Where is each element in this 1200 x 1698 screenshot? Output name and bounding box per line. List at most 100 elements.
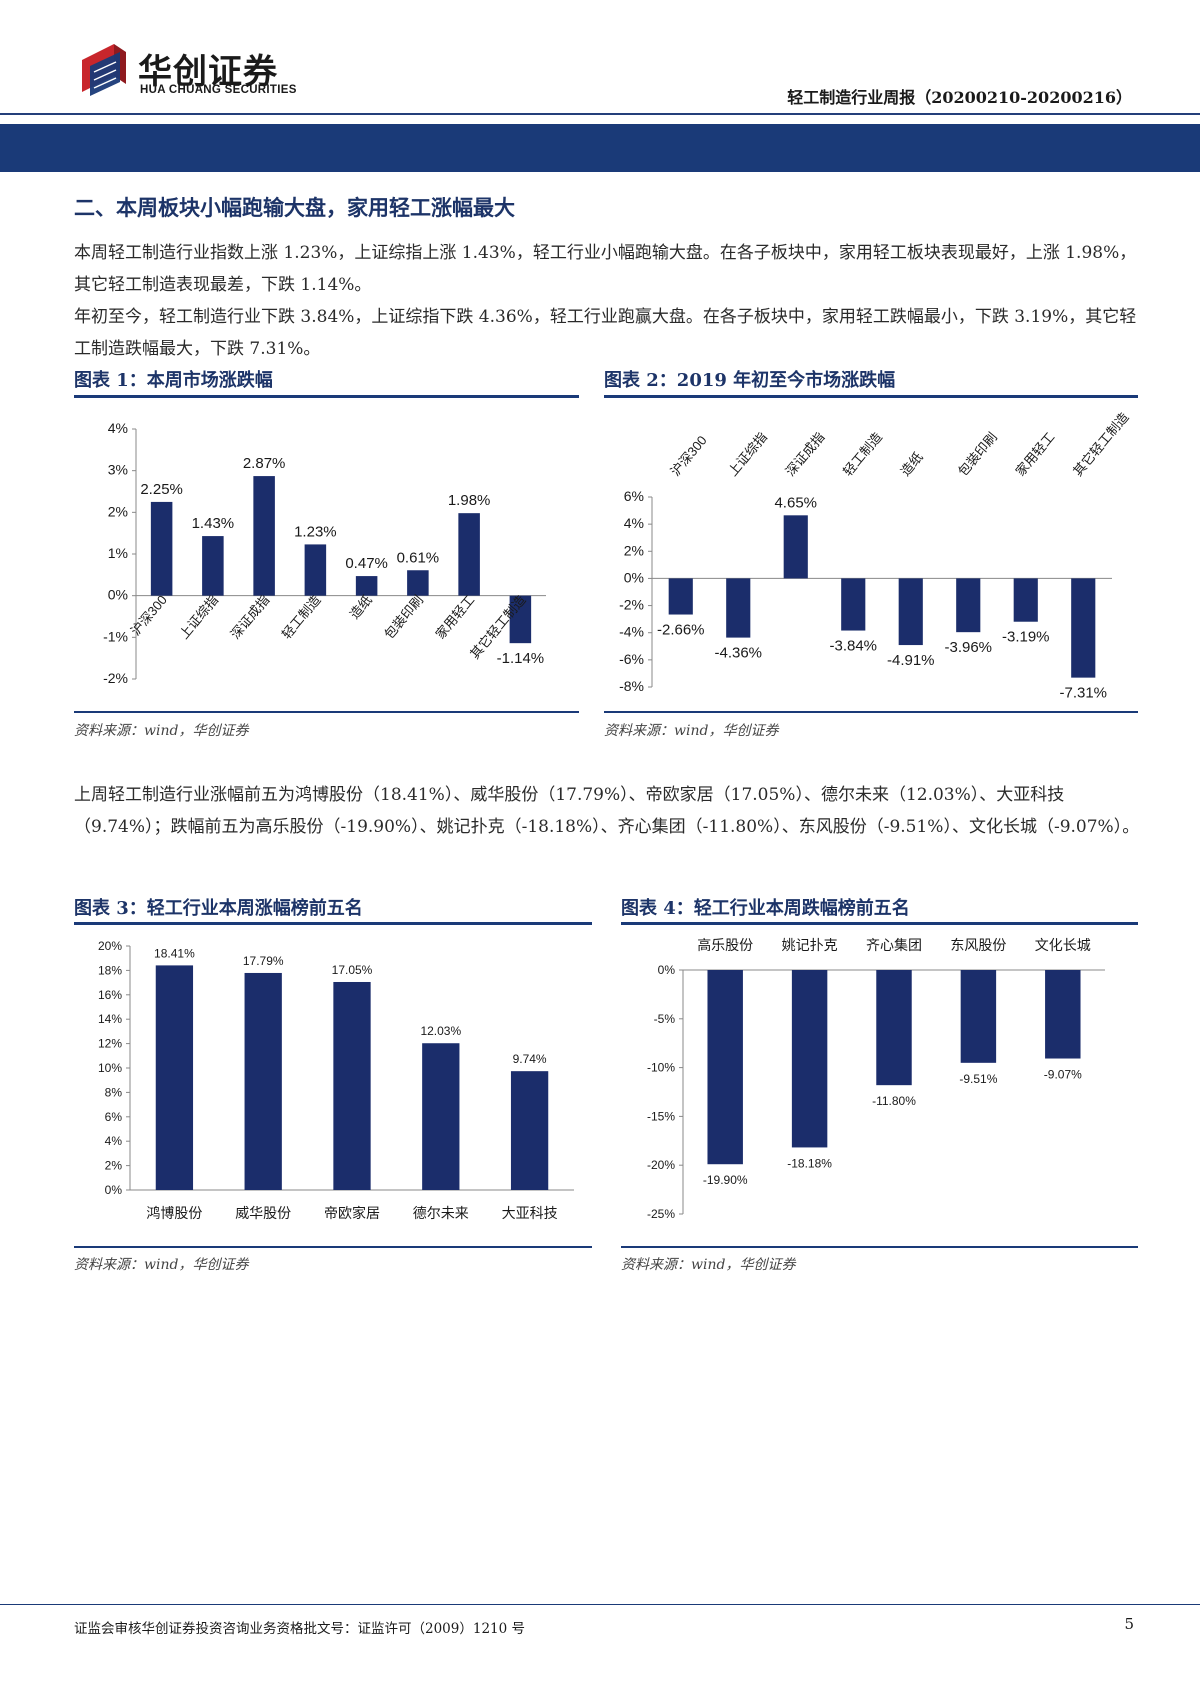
bar	[151, 502, 173, 596]
category-label: 齐心集团	[866, 937, 922, 953]
bar	[961, 970, 996, 1063]
category-label: 上证综指	[176, 592, 221, 641]
section-title: 二、本周板块小幅跑输大盘，家用轻工涨幅最大	[74, 192, 515, 222]
data-label: 17.79%	[243, 954, 284, 968]
y-tick-label: 0%	[105, 1183, 123, 1197]
y-tick-label: 2%	[108, 503, 128, 519]
data-label: -11.80%	[872, 1094, 916, 1108]
category-label: 东风股份	[950, 937, 1006, 953]
y-tick-label: 2%	[105, 1159, 123, 1173]
data-label: 4.65%	[774, 494, 817, 511]
category-label: 帝欧家居	[324, 1205, 380, 1221]
paragraph-top-movers: 上周轻工制造行业涨幅前五为鸿博股份（18.41%）、威华股份（17.79%）、帝…	[74, 779, 1142, 843]
figure-3-title: 图表 3：轻工行业本周涨幅榜前五名	[74, 894, 363, 920]
data-label: 18.41%	[154, 946, 195, 960]
bar	[202, 536, 224, 596]
figure-1-source: 资料来源：wind，华创证券	[74, 720, 248, 740]
y-tick-label: 4%	[624, 515, 644, 531]
y-tick-label: -15%	[647, 1109, 675, 1123]
paragraph-ytd-summary: 年初至今，轻工制造行业下跌 3.84%，上证综指下跌 4.36%，轻工行业跑赢大…	[74, 301, 1142, 365]
data-label: 0.47%	[345, 555, 388, 572]
y-tick-label: 18%	[98, 963, 122, 977]
y-tick-label: 0%	[624, 569, 644, 585]
bar	[726, 578, 750, 637]
category-label: 深证成指	[783, 429, 828, 478]
data-label: 9.74%	[513, 1052, 547, 1066]
category-label: 造纸	[347, 592, 375, 622]
bar	[669, 578, 693, 614]
y-tick-label: -10%	[647, 1061, 675, 1075]
figure-4-rule	[621, 922, 1138, 925]
figure-2-rule	[604, 395, 1138, 398]
y-tick-label: 0%	[108, 587, 128, 603]
data-label: 12.03%	[420, 1024, 461, 1038]
y-tick-label: -2%	[103, 670, 128, 686]
category-label: 高乐股份	[697, 937, 753, 953]
bar	[784, 515, 808, 578]
bar	[422, 1043, 459, 1190]
data-label: -7.31%	[1059, 685, 1107, 702]
data-label: 1.23%	[294, 523, 337, 540]
figure-4-source-rule	[621, 1246, 1138, 1248]
y-tick-label: 3%	[108, 462, 128, 478]
chart-weekly-market-change: 4% 3% 2% 1% 0% -1% -2% 2.25% 沪深300 1.43% 上证综指 2.87%…	[74, 405, 579, 705]
data-label: -3.84%	[829, 638, 877, 655]
data-label: -3.96%	[944, 639, 992, 656]
bar	[511, 1071, 548, 1190]
y-tick-label: 6%	[624, 488, 644, 504]
y-tick-label: 2%	[624, 542, 644, 558]
figure-3-rule	[74, 922, 592, 925]
bar	[305, 544, 327, 595]
y-tick-label: 16%	[98, 988, 122, 1002]
data-label: -2.66%	[657, 622, 705, 639]
figure-3-source: 资料来源：wind，华创证券	[74, 1254, 248, 1274]
y-tick-label: -1%	[103, 628, 128, 644]
category-label: 德尔未来	[413, 1205, 469, 1221]
chart-ytd-market-change: 6% 4% 2% 0% -2% -4% -6% -8% -2.66% 沪深300 -4.36% 上证综…	[604, 405, 1138, 705]
data-label: -9.51%	[959, 1072, 997, 1086]
bar	[356, 576, 378, 596]
category-label: 深证成指	[227, 592, 272, 641]
bar	[407, 570, 429, 595]
bar	[899, 578, 923, 645]
category-label: 大亚科技	[502, 1205, 558, 1221]
category-label: 家用轻工	[1013, 429, 1058, 478]
y-tick-label: -4%	[619, 624, 644, 640]
paragraph-weekly-summary: 本周轻工制造行业指数上涨 1.23%，上证综指上涨 1.43%，轻工行业小幅跑输…	[74, 237, 1142, 301]
y-tick-label: 12%	[98, 1037, 122, 1051]
bar	[458, 513, 480, 595]
category-label: 轻工制造	[279, 592, 324, 641]
data-label: 17.05%	[332, 963, 373, 977]
figure-4-source: 资料来源：wind，华创证券	[621, 1254, 795, 1274]
category-label: 沪深300	[128, 592, 170, 638]
y-tick-label: 8%	[105, 1085, 123, 1099]
category-label: 沪深300	[668, 433, 710, 479]
page-number: 5	[1124, 1615, 1134, 1633]
bar	[956, 578, 980, 632]
y-tick-label: 1%	[108, 545, 128, 561]
bar	[876, 970, 911, 1085]
y-tick-label: -5%	[654, 1012, 676, 1026]
bar	[1014, 578, 1038, 621]
bar	[841, 578, 865, 630]
category-label: 包装印刷	[381, 592, 426, 641]
y-tick-label: 0%	[658, 963, 676, 977]
data-label: -9.07%	[1044, 1068, 1082, 1082]
bar	[245, 973, 282, 1190]
y-tick-label: 14%	[98, 1012, 122, 1026]
bar	[253, 476, 275, 596]
figure-1-source-rule	[74, 711, 579, 713]
bar	[707, 970, 742, 1164]
header-rule	[0, 113, 1200, 115]
y-tick-label: 4%	[108, 420, 128, 436]
data-label: 2.25%	[140, 481, 183, 498]
bar	[792, 970, 827, 1147]
figure-2-source-rule	[604, 711, 1138, 713]
y-tick-label: -2%	[619, 597, 644, 613]
data-label: -18.18%	[787, 1156, 832, 1170]
category-label: 上证综指	[725, 429, 770, 478]
footer-license: 证监会审核华创证券投资咨询业务资格批文号：证监许可（2009）1210 号	[74, 1617, 525, 1637]
category-label: 轻工制造	[840, 429, 885, 478]
y-tick-label: 10%	[98, 1061, 122, 1075]
y-tick-label: -25%	[647, 1207, 675, 1221]
